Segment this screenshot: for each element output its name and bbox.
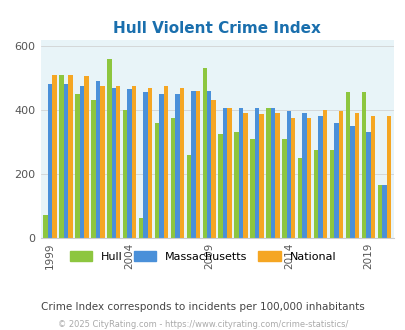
Bar (75, 94, 79, 238)
Bar (68, 75, 72, 238)
Bar (191, 91, 195, 238)
Bar (377, 185, 381, 238)
Bar (48, 84, 52, 238)
Text: © 2025 CityRating.com - https://www.cityrating.com/crime-statistics/: © 2025 CityRating.com - https://www.city… (58, 319, 347, 329)
Bar (354, 113, 358, 238)
Bar (211, 100, 215, 238)
Bar (179, 87, 183, 238)
Bar (186, 154, 191, 238)
Bar (333, 123, 338, 238)
Bar (127, 89, 132, 238)
Bar (254, 108, 258, 238)
Bar (202, 68, 207, 238)
Bar (222, 108, 227, 238)
Bar (175, 94, 179, 238)
Title: Hull Violent Crime Index: Hull Violent Crime Index (113, 21, 320, 36)
Legend: Hull, Massachusetts, National: Hull, Massachusetts, National (65, 247, 340, 267)
Bar (107, 59, 111, 238)
Bar (322, 111, 326, 238)
Bar (275, 113, 279, 238)
Bar (227, 108, 231, 238)
Bar (154, 123, 159, 238)
Bar (338, 112, 342, 238)
Bar (281, 139, 286, 238)
Bar (350, 126, 354, 238)
Bar (386, 116, 390, 238)
Bar (370, 116, 374, 238)
Bar (234, 132, 238, 238)
Bar (147, 87, 152, 238)
Bar (111, 87, 116, 238)
Bar (243, 113, 247, 238)
Bar (43, 215, 48, 238)
Bar (313, 150, 318, 238)
Bar (270, 108, 275, 238)
Bar (345, 92, 350, 238)
Bar (100, 86, 104, 238)
Bar (250, 139, 254, 238)
Bar (258, 114, 263, 238)
Bar (116, 86, 120, 238)
Bar (195, 91, 200, 238)
Bar (381, 185, 386, 238)
Bar (297, 158, 302, 238)
Bar (159, 94, 163, 238)
Bar (163, 86, 168, 238)
Bar (123, 110, 127, 238)
Bar (139, 218, 143, 238)
Bar (84, 76, 88, 238)
Bar (52, 75, 57, 238)
Bar (64, 84, 68, 238)
Bar (266, 108, 270, 238)
Bar (306, 118, 311, 238)
Bar (361, 92, 365, 238)
Bar (132, 86, 136, 238)
Bar (238, 108, 243, 238)
Bar (79, 86, 84, 238)
Bar (91, 100, 96, 238)
Bar (171, 118, 175, 238)
Bar (365, 132, 370, 238)
Bar (329, 150, 333, 238)
Bar (96, 81, 100, 238)
Bar (286, 112, 290, 238)
Bar (218, 134, 222, 238)
Bar (318, 116, 322, 238)
Bar (59, 75, 64, 238)
Bar (290, 118, 295, 238)
Bar (207, 91, 211, 238)
Text: Crime Index corresponds to incidents per 100,000 inhabitants: Crime Index corresponds to incidents per… (41, 302, 364, 312)
Bar (143, 92, 147, 238)
Bar (302, 113, 306, 238)
